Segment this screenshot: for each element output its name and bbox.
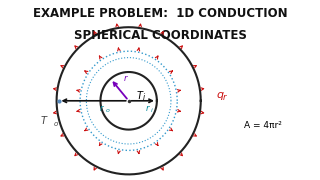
Text: r: r <box>100 104 104 113</box>
Text: i: i <box>151 108 153 113</box>
Text: SPHERICAL COORDINATES: SPHERICAL COORDINATES <box>74 29 246 42</box>
Text: T: T <box>137 91 142 101</box>
Text: r: r <box>222 93 226 102</box>
Text: A = 4πr²: A = 4πr² <box>244 122 282 130</box>
Text: o: o <box>54 121 58 127</box>
Text: r: r <box>124 74 127 83</box>
Text: EXAMPLE PROBLEM:  1D CONDUCTION: EXAMPLE PROBLEM: 1D CONDUCTION <box>33 7 287 20</box>
Text: T: T <box>41 116 47 126</box>
Text: r: r <box>145 104 149 113</box>
Text: i: i <box>142 93 145 102</box>
Text: q: q <box>216 90 224 100</box>
Text: o: o <box>106 108 110 113</box>
